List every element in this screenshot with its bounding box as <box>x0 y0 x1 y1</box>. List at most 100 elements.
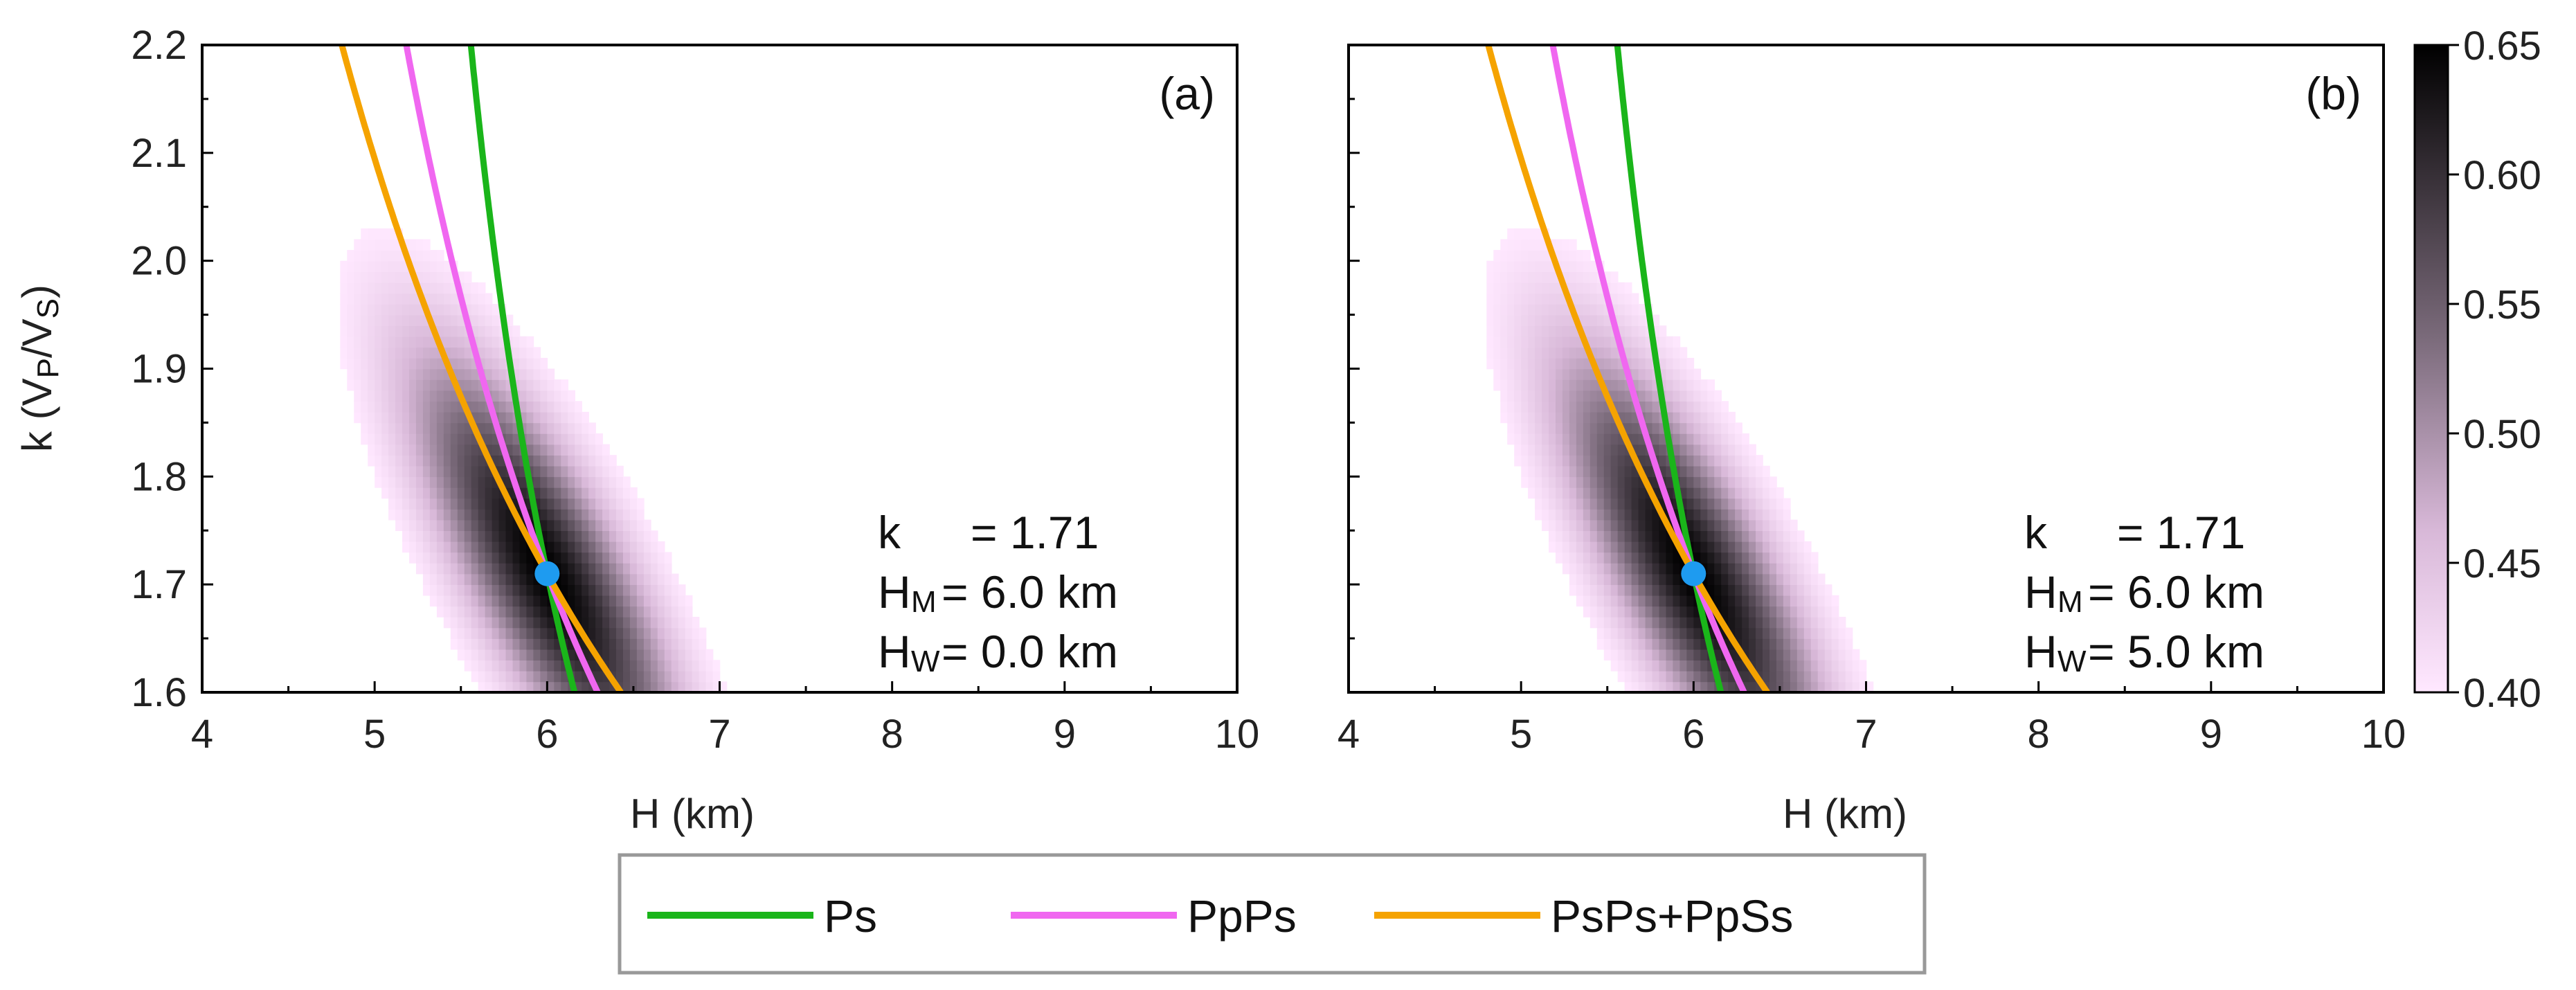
heat-cell <box>1790 584 1798 596</box>
heat-cell <box>519 476 528 488</box>
heat-cell <box>650 616 658 629</box>
heat-cell <box>1583 476 1591 488</box>
heat-cell <box>540 368 548 380</box>
heat-cell <box>1714 498 1722 510</box>
heat-cell <box>429 271 438 283</box>
heat-cell <box>498 595 507 607</box>
heat-cell <box>1556 498 1563 510</box>
k-label-a: k <box>878 507 901 558</box>
heat-cell <box>375 422 382 434</box>
heat-cell <box>1666 336 1674 348</box>
heat-cell <box>1569 530 1577 542</box>
heat-cell <box>547 681 555 692</box>
heat-cell <box>422 552 431 564</box>
heat-cell <box>415 379 424 391</box>
heat-cell <box>498 541 507 553</box>
heat-cell <box>1507 314 1515 326</box>
heat-cell <box>1769 670 1777 683</box>
heat-cell <box>1631 552 1639 564</box>
heat-cell <box>1693 606 1702 618</box>
heat-cell <box>512 530 521 542</box>
heat-cell <box>1549 314 1556 326</box>
heat-cell <box>561 455 569 467</box>
heat-cell <box>1817 606 1826 618</box>
heat-cell <box>1756 584 1763 596</box>
heat-cell <box>450 573 458 585</box>
heat-cell <box>568 573 575 585</box>
heat-cell <box>471 509 479 521</box>
heat-cell <box>1686 638 1695 650</box>
heat-cell <box>375 282 382 294</box>
heat-cell <box>361 228 368 240</box>
heat-cell <box>1617 465 1625 478</box>
heat-cell <box>1624 530 1632 542</box>
heat-cell <box>422 282 431 294</box>
heat-cell <box>1589 455 1598 467</box>
heat-cell <box>1714 476 1722 488</box>
heat-cell <box>636 660 645 672</box>
heat-cell <box>1556 379 1563 391</box>
heat-cell <box>395 444 403 456</box>
heat-cell <box>1528 260 1535 273</box>
heat-cell <box>1817 584 1826 596</box>
heat-cell <box>1569 260 1577 273</box>
heat-cell <box>409 368 417 380</box>
heat-cell <box>1569 314 1577 326</box>
heat-cell <box>422 347 431 359</box>
heat-cell <box>492 357 500 370</box>
heat-cell <box>526 606 534 618</box>
heat-cell <box>1769 530 1777 542</box>
heat-cell <box>464 336 472 348</box>
heat-cell <box>1576 433 1584 445</box>
heat-cell <box>533 660 541 672</box>
heat-cell <box>678 638 686 650</box>
heat-cell <box>381 347 389 359</box>
heat-cell <box>602 465 610 478</box>
heat-cell <box>1742 487 1749 499</box>
heat-cell <box>602 455 610 467</box>
heat-cell <box>1831 616 1839 629</box>
heat-cell <box>1714 411 1722 424</box>
heat-cell <box>622 606 631 618</box>
heat-cell <box>1838 660 1846 672</box>
heat-cell <box>1700 390 1709 402</box>
heat-cell <box>375 379 382 391</box>
heat-cell <box>429 530 438 542</box>
heat-cell <box>1645 336 1653 348</box>
heat-cell <box>457 433 465 445</box>
heat-cell <box>1521 271 1529 283</box>
heat-cell <box>1756 606 1763 618</box>
heat-cell <box>1617 325 1625 337</box>
heat-cell <box>1638 541 1646 553</box>
heat-cell <box>1645 552 1653 564</box>
heat-cell <box>1742 541 1749 553</box>
heat-cell <box>540 487 548 499</box>
heat-cell <box>471 487 479 499</box>
heat-cell <box>409 401 417 413</box>
heat-cell <box>636 498 645 510</box>
heat-cell <box>1673 336 1681 348</box>
heat-cell <box>1693 670 1702 683</box>
heat-cell <box>464 465 472 478</box>
heat-cell <box>1569 239 1577 251</box>
heat-cell <box>478 660 486 672</box>
heat-cell <box>478 606 486 618</box>
heat-cell <box>1500 239 1508 251</box>
heat-cell <box>1776 616 1784 629</box>
y-tick-label: 2.0 <box>131 239 187 284</box>
heat-cell <box>1679 379 1688 391</box>
y-tick-label: 1.9 <box>131 347 187 392</box>
heat-cell <box>368 282 375 294</box>
heat-cell <box>1673 552 1681 564</box>
heat-cell <box>1535 260 1542 273</box>
heat-cell <box>1679 660 1688 672</box>
heat-cell <box>1679 411 1688 424</box>
heat-cell <box>1542 250 1549 262</box>
heat-cell <box>664 563 672 575</box>
heat-cell <box>498 336 507 348</box>
heat-cell <box>1659 552 1667 564</box>
heat-cell <box>388 228 396 240</box>
heat-cell <box>547 401 555 413</box>
heat-cell <box>1721 530 1729 542</box>
heat-cell <box>1645 681 1653 692</box>
